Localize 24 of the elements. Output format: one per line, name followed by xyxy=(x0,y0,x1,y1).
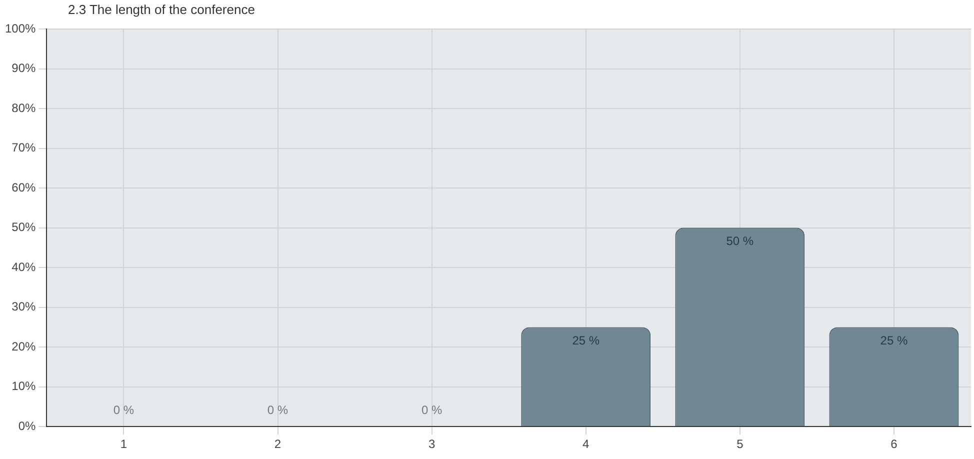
y-tick-label: 10% xyxy=(12,379,36,394)
chart-title: 2.3 The length of the conference xyxy=(68,2,255,17)
y-tick-label: 0% xyxy=(18,418,36,433)
data-label: 25 % xyxy=(572,334,600,348)
x-tick-label: 2 xyxy=(274,437,282,452)
y-tick-label: 80% xyxy=(12,100,36,115)
y-tick-label: 20% xyxy=(12,339,36,354)
data-label: 0 % xyxy=(113,402,134,417)
x-tick-label: 5 xyxy=(736,437,744,452)
data-label: 25 % xyxy=(880,334,908,348)
y-tick-label: 70% xyxy=(12,140,36,155)
x-tick-label: 1 xyxy=(120,437,128,452)
y-tick-label: 40% xyxy=(12,260,36,274)
data-label: 0 % xyxy=(267,402,288,417)
y-tick-label: 30% xyxy=(12,300,36,314)
y-tick-label: 50% xyxy=(12,220,36,234)
y-tick-label: 60% xyxy=(12,180,36,194)
x-tick-label: 6 xyxy=(890,437,898,452)
data-label: 0 % xyxy=(421,402,442,417)
y-tick-label: 100% xyxy=(4,21,36,36)
x-tick-label: 3 xyxy=(428,437,436,452)
x-tick-label: 4 xyxy=(582,437,590,452)
y-tick-label: 90% xyxy=(12,61,36,76)
data-label: 50 % xyxy=(726,234,754,248)
